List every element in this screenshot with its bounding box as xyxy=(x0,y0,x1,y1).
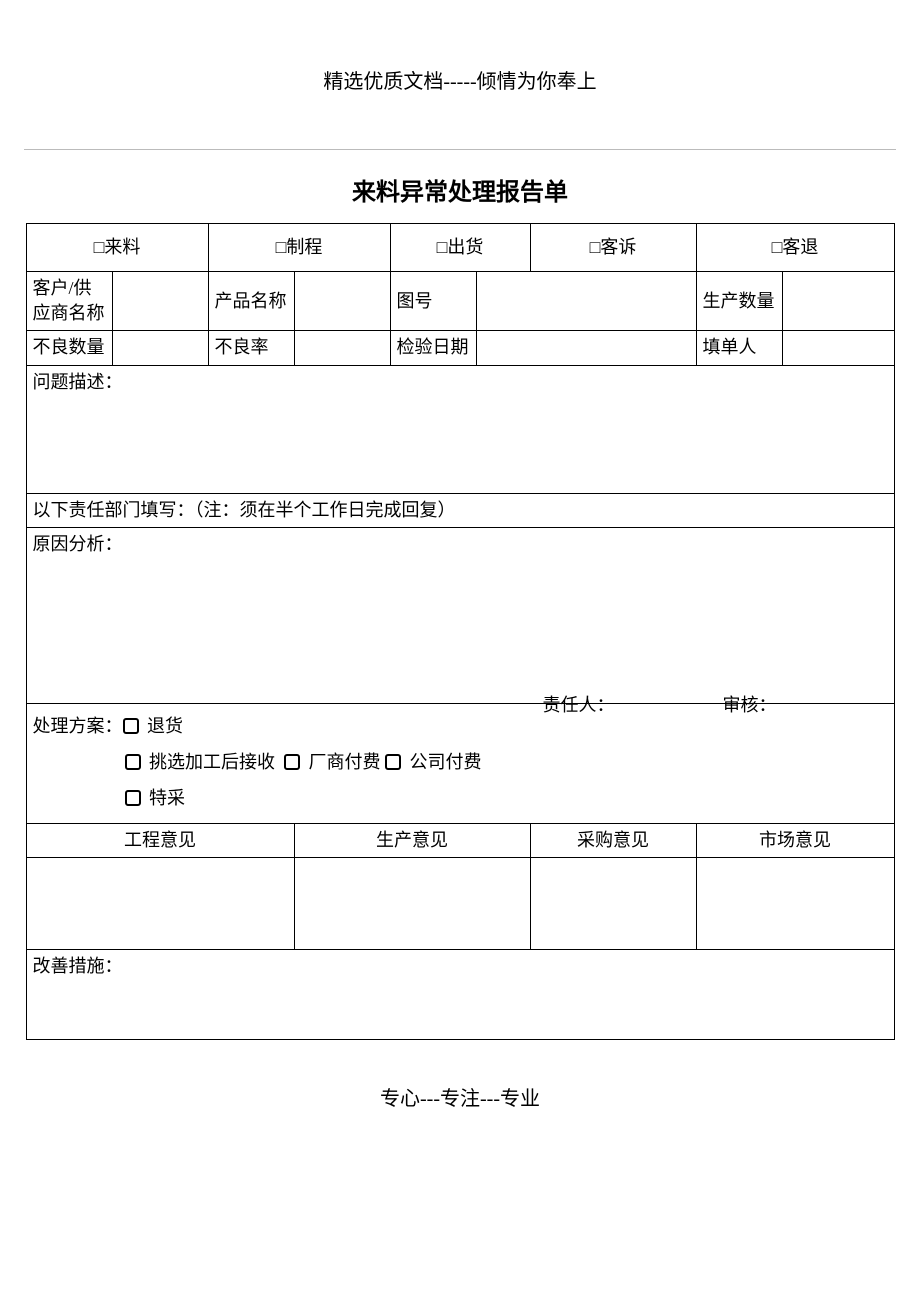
cause-cell[interactable]: 原因分析： 责任人： 审核： xyxy=(26,527,894,703)
opinion-body-row xyxy=(26,857,894,949)
opt-special: 特采 xyxy=(149,788,185,808)
inspect-date-value[interactable] xyxy=(476,331,696,365)
type-checkbox-row: □来料 □制程 □出货 □客诉 □客退 xyxy=(26,224,894,272)
dept-note-cell: 以下责任部门填写：（注：须在半个工作日完成回复） xyxy=(26,493,894,527)
defect-qty-label: 不良数量 xyxy=(26,331,112,365)
header-rule xyxy=(24,149,896,150)
problem-desc-cell[interactable]: 问题描述： xyxy=(26,365,894,493)
problem-desc-row: 问题描述： xyxy=(26,365,894,493)
plan-label: 处理方案： xyxy=(33,716,123,736)
improve-label: 改善措施： xyxy=(33,956,123,976)
responsible-label: 责任人： xyxy=(543,693,615,718)
form-title: 来料异常处理报告单 xyxy=(0,172,920,207)
production-opinion-header: 生产意见 xyxy=(294,823,530,857)
type-process[interactable]: □制程 xyxy=(208,224,390,272)
defect-rate-label: 不良率 xyxy=(208,331,294,365)
plan-cell[interactable]: 处理方案： 退货 挑选加工后接收 厂商付费 公司付费 特采 xyxy=(26,703,894,823)
opt-return: 退货 xyxy=(147,716,183,736)
audit-label: 审核： xyxy=(723,693,777,718)
plan-row: 处理方案： 退货 挑选加工后接收 厂商付费 公司付费 特采 xyxy=(26,703,894,823)
info-row-1: 客户/供应商名称 产品名称 图号 生产数量 xyxy=(26,272,894,331)
opt-vendor-pay: 厂商付费 xyxy=(309,752,381,772)
improve-row: 改善措施： xyxy=(26,949,894,1039)
drawing-label: 图号 xyxy=(390,272,476,331)
cause-row: 原因分析： 责任人： 审核： xyxy=(26,527,894,703)
filler-label: 填单人 xyxy=(696,331,782,365)
type-shipping[interactable]: □出货 xyxy=(390,224,530,272)
type-return[interactable]: □客退 xyxy=(696,224,894,272)
dept-note-row: 以下责任部门填写：（注：须在半个工作日完成回复） xyxy=(26,493,894,527)
engineering-opinion-cell[interactable] xyxy=(26,857,294,949)
market-opinion-header: 市场意见 xyxy=(696,823,894,857)
opt-company-pay: 公司付费 xyxy=(410,752,482,772)
defect-qty-value[interactable] xyxy=(112,331,208,365)
info-row-2: 不良数量 不良率 检验日期 填单人 xyxy=(26,331,894,365)
improve-cell[interactable]: 改善措施： xyxy=(26,949,894,1039)
filler-value[interactable] xyxy=(782,331,894,365)
type-incoming[interactable]: □来料 xyxy=(26,224,208,272)
page-footer: 专心---专注---专业 xyxy=(0,1082,920,1111)
opt-pick: 挑选加工后接收 xyxy=(149,752,275,772)
type-complaint[interactable]: □客诉 xyxy=(530,224,696,272)
production-opinion-cell[interactable] xyxy=(294,857,530,949)
report-form-table: □来料 □制程 □出货 □客诉 □客退 客户/供应商名称 产品名称 图号 生产数… xyxy=(26,223,895,1040)
problem-desc-label: 问题描述： xyxy=(33,372,123,392)
purchasing-opinion-header: 采购意见 xyxy=(530,823,696,857)
product-label: 产品名称 xyxy=(208,272,294,331)
qty-value[interactable] xyxy=(782,272,894,331)
drawing-value[interactable] xyxy=(476,272,696,331)
customer-label: 客户/供应商名称 xyxy=(26,272,112,331)
opinion-header-row: 工程意见 生产意见 采购意见 市场意见 xyxy=(26,823,894,857)
engineering-opinion-header: 工程意见 xyxy=(26,823,294,857)
checkbox-icon[interactable] xyxy=(125,754,141,770)
customer-value[interactable] xyxy=(112,272,208,331)
cause-label: 原因分析： xyxy=(33,534,123,554)
purchasing-opinion-cell[interactable] xyxy=(530,857,696,949)
page-header: 精选优质文档-----倾情为你奉上 xyxy=(0,0,920,149)
defect-rate-value[interactable] xyxy=(294,331,390,365)
checkbox-icon[interactable] xyxy=(125,790,141,806)
product-value[interactable] xyxy=(294,272,390,331)
inspect-date-label: 检验日期 xyxy=(390,331,476,365)
checkbox-icon[interactable] xyxy=(284,754,300,770)
qty-label: 生产数量 xyxy=(696,272,782,331)
checkbox-icon[interactable] xyxy=(123,718,139,734)
market-opinion-cell[interactable] xyxy=(696,857,894,949)
checkbox-icon[interactable] xyxy=(385,754,401,770)
